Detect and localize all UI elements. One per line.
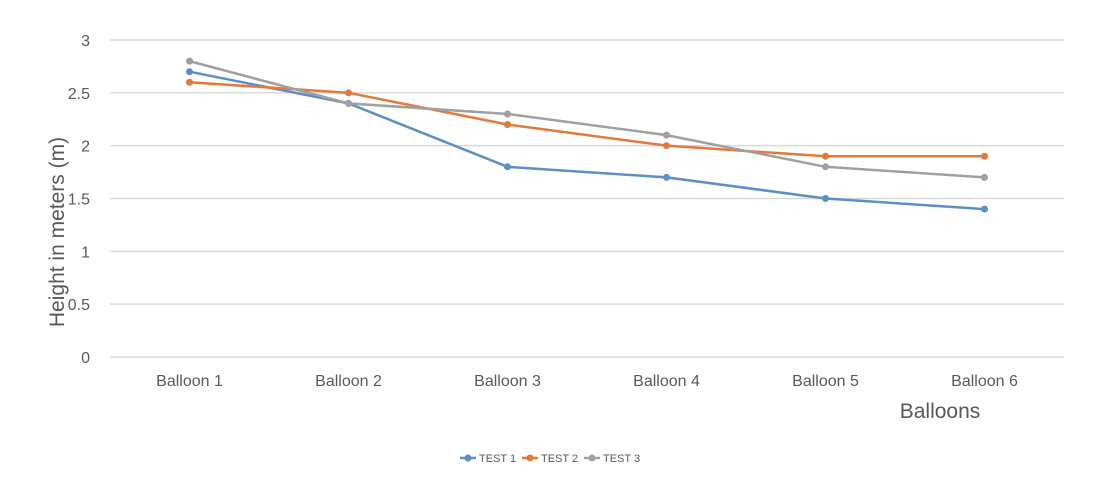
y-tick-label: 0	[81, 350, 90, 367]
legend-swatch-marker	[588, 454, 596, 462]
series-line	[188, 81, 986, 158]
data-point	[822, 195, 829, 202]
series-line	[188, 70, 986, 211]
legend-swatch-marker	[526, 454, 534, 462]
y-axis-ticks: 0 0.5 1 1.5 2 2.5 3	[68, 33, 90, 367]
legend-item: TEST 3	[584, 453, 640, 465]
data-point	[663, 131, 670, 139]
data-point	[663, 173, 670, 181]
x-tick-label: Balloon 5	[792, 373, 859, 390]
series-lines	[186, 57, 988, 213]
y-tick-label: 3	[81, 33, 90, 50]
data-point	[981, 152, 988, 160]
legend: TEST 1 TEST 2 TEST 3	[460, 453, 640, 465]
data-point	[822, 163, 829, 171]
data-point	[186, 68, 193, 76]
legend-swatch-marker	[464, 454, 472, 462]
series-test-2	[186, 78, 988, 160]
data-point	[981, 205, 988, 213]
x-tick-label: Balloon 2	[315, 373, 382, 390]
data-point	[504, 121, 511, 129]
y-tick-label: 0.5	[68, 297, 90, 314]
y-tick-label: 2	[81, 139, 90, 156]
data-point	[504, 163, 511, 171]
data-point	[504, 110, 511, 118]
data-point	[822, 152, 829, 160]
data-point	[186, 78, 193, 86]
x-tick-label: Balloon 4	[633, 373, 700, 390]
y-tick-label: 2.5	[68, 86, 90, 103]
y-axis-title: Height in meters (m)	[46, 137, 69, 327]
legend-label: TEST 2	[541, 453, 578, 465]
legend-item: TEST 1	[460, 453, 516, 465]
y-tick-label: 1.5	[68, 192, 90, 209]
series-test-3	[186, 57, 988, 181]
y-tick-label: 1	[81, 244, 90, 261]
gridlines	[110, 39, 1064, 358]
x-axis-title: Balloons	[900, 400, 981, 423]
x-tick-label: Balloon 6	[951, 373, 1018, 390]
data-point	[663, 142, 670, 150]
x-axis-ticks: Balloon 1 Balloon 2 Balloon 3 Balloon 4 Ball…	[156, 373, 1018, 390]
series-line	[188, 59, 986, 179]
legend-label: TEST 1	[479, 453, 516, 465]
data-point	[345, 89, 352, 97]
data-point	[186, 57, 193, 65]
data-point	[981, 173, 988, 181]
data-point	[345, 99, 352, 107]
x-tick-label: Balloon 1	[156, 373, 223, 390]
legend-label: TEST 3	[603, 453, 640, 465]
x-tick-label: Balloon 3	[474, 373, 541, 390]
legend-item: TEST 2	[522, 453, 578, 465]
